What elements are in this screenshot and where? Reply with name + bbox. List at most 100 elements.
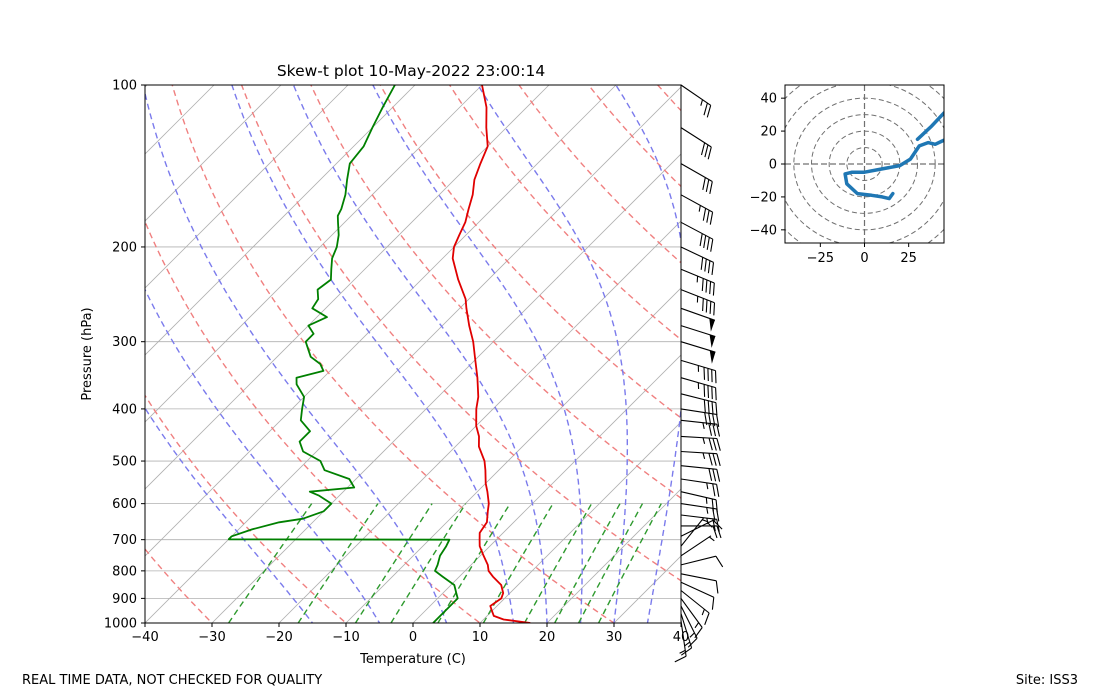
hodograph-y-tick-label: −40 — [750, 223, 777, 238]
quality-disclaimer: REAL TIME DATA, NOT CHECKED FOR QUALITY — [22, 673, 323, 688]
isotherm-line — [145, 85, 349, 289]
barb-staff — [680, 221, 714, 252]
wind-barb — [674, 620, 687, 663]
moist-adiabat — [372, 85, 583, 623]
moist-adiabat — [145, 90, 448, 623]
isotherm-line — [613, 555, 681, 623]
dry-adiabat — [448, 85, 681, 341]
barb-staff — [680, 478, 720, 497]
barb-pennant — [709, 350, 716, 364]
wind-barb — [680, 341, 716, 364]
y-axis-ticks: 100 200 300 400 500 600 700 800 900 1000 — [104, 79, 145, 632]
wind-barb — [680, 221, 714, 252]
wind-barb — [680, 408, 720, 427]
barb-staff — [680, 613, 693, 656]
skew-t-panel: −40 −30 −20 −10 0 10 20 30 40 100 200 300 400 500 600… — [80, 62, 724, 667]
y-tick-label: 600 — [112, 497, 137, 512]
hodograph-x-tick-label: 25 — [900, 251, 917, 266]
barb-staff — [680, 590, 710, 625]
dry-adiabat — [145, 547, 213, 623]
wind-barb — [680, 613, 693, 656]
wind-barb — [680, 450, 721, 467]
wind-barb — [680, 491, 718, 513]
wind-barb — [680, 590, 710, 625]
wind-barb — [680, 478, 720, 497]
isotherm-line — [546, 488, 681, 623]
barb-pennant — [709, 318, 715, 332]
x-axis-label: Temperature (C) — [359, 652, 466, 667]
mixing-ratio-line — [297, 503, 379, 623]
y-tick-label: 800 — [112, 564, 137, 579]
isotherm-line — [145, 85, 550, 490]
mixing-ratio-line — [228, 503, 313, 623]
mixing-ratio-line — [354, 503, 433, 623]
y-tick-label: 100 — [112, 79, 137, 94]
dry-adiabat — [587, 85, 681, 188]
wind-barb — [680, 581, 715, 610]
x-tick-label: −40 — [131, 630, 158, 645]
x-tick-label: −10 — [332, 630, 359, 645]
wind-barb — [680, 555, 724, 568]
hodograph-y-tick-label: 40 — [760, 92, 777, 107]
dry-adiabat — [145, 394, 348, 623]
barb-staff — [680, 465, 721, 482]
dry-adiabat — [310, 85, 681, 499]
moist-adiabat — [145, 406, 314, 623]
grid-layer — [145, 85, 681, 623]
wind-barbs — [674, 84, 724, 663]
mixing-ratio-line — [482, 503, 554, 623]
barb-pennant — [709, 334, 716, 348]
wind-barb — [680, 163, 713, 195]
moist-adiabat — [615, 85, 681, 623]
hodograph-y-tick-label: 20 — [760, 125, 777, 140]
dry-adiabat — [518, 85, 681, 264]
barb-staff — [680, 598, 703, 639]
dry-adiabat — [656, 85, 681, 112]
wind-barb — [680, 84, 712, 118]
wind-barb — [680, 605, 698, 648]
wind-barb — [680, 307, 716, 332]
temperature-profile — [451, 85, 531, 623]
dewpoint-profile — [227, 85, 459, 623]
isotherm-line — [145, 85, 617, 557]
wind-barb — [680, 535, 715, 557]
moist-adiabat — [477, 85, 629, 623]
barb-staff — [680, 517, 709, 547]
hodograph-trace — [843, 138, 944, 201]
wind-barb — [680, 325, 716, 348]
x-tick-label: −20 — [265, 630, 292, 645]
chart-title: Skew-t plot 10-May-2022 23:00:14 — [277, 62, 545, 80]
wind-barb — [680, 503, 720, 522]
y-tick-label: 700 — [112, 533, 137, 548]
mixing-ratio-line — [597, 503, 662, 623]
hodograph-plot-area — [785, 85, 944, 243]
barb-staff — [680, 393, 718, 416]
barb-staff — [680, 408, 720, 427]
hodograph-x-tick-label: 0 — [860, 251, 868, 266]
barb-staff — [680, 514, 720, 532]
x-tick-label: 0 — [409, 630, 417, 645]
barb-staff — [680, 491, 718, 513]
barb-staff — [674, 620, 687, 663]
barb-staff — [680, 450, 721, 467]
wind-barb — [680, 435, 721, 451]
moist-adiabat — [145, 288, 381, 623]
y-tick-label: 1000 — [104, 617, 137, 632]
isotherm-line — [145, 85, 282, 222]
hodograph-ticks: −25 0 25 40 20 0 −20 −40 — [750, 92, 917, 266]
hodograph-x-tick-label: −25 — [807, 251, 834, 266]
barb-staff — [680, 268, 715, 296]
barb-staff — [680, 325, 716, 338]
moist-adiabat — [292, 85, 548, 623]
isotherm-line — [145, 85, 416, 356]
barb-staff — [680, 419, 721, 437]
site-label: Site: ISS3 — [1015, 673, 1078, 688]
barb-staff — [680, 503, 720, 522]
barb-staff — [680, 341, 716, 353]
y-tick-label: 500 — [112, 455, 137, 470]
dry-adiabat — [379, 85, 681, 419]
wind-barb — [680, 514, 720, 532]
hodograph-trace-upper — [915, 111, 944, 142]
isotherm-line — [479, 421, 681, 623]
dry-adiabat — [145, 219, 482, 623]
